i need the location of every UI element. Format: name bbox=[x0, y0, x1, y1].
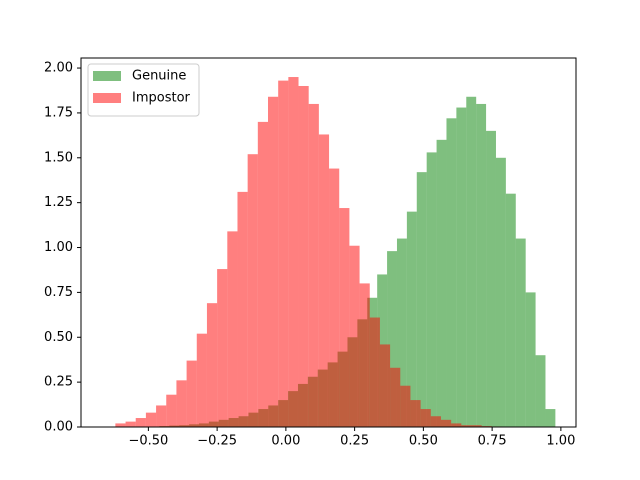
histogram-bar bbox=[440, 419, 452, 427]
histogram-bar bbox=[446, 118, 457, 428]
y-tick-label: 1.00 bbox=[44, 240, 73, 255]
histogram-bar bbox=[461, 425, 472, 427]
y-tick-label: 0.00 bbox=[44, 420, 73, 435]
histogram-bar bbox=[308, 103, 319, 427]
y-tick-label: 1.50 bbox=[44, 150, 73, 165]
legend-label: Genuine bbox=[132, 69, 186, 84]
histogram-bar bbox=[400, 385, 411, 427]
histogram-bar bbox=[237, 191, 248, 427]
histogram-bar bbox=[466, 96, 477, 427]
x-tick-label: 0.50 bbox=[409, 434, 438, 449]
histogram-bar bbox=[505, 193, 516, 427]
histogram-bar bbox=[318, 134, 330, 427]
histogram-bar bbox=[369, 317, 380, 427]
histogram-bar bbox=[495, 157, 506, 427]
x-tick-label: 0.25 bbox=[340, 434, 369, 449]
histogram-bar bbox=[406, 211, 417, 427]
histogram-bar bbox=[339, 208, 350, 427]
histogram-bar bbox=[268, 96, 279, 427]
histogram-bar bbox=[525, 292, 536, 427]
histogram-bar bbox=[186, 360, 197, 427]
histogram-bar bbox=[515, 238, 526, 427]
histogram-bar bbox=[176, 380, 187, 427]
y-tick-label: 2.00 bbox=[44, 61, 73, 76]
x-tick-label: 1.00 bbox=[546, 434, 575, 449]
y-tick-label: 0.50 bbox=[44, 330, 73, 345]
legend-swatch bbox=[93, 93, 121, 103]
histogram-bar bbox=[426, 152, 437, 428]
histogram-bar bbox=[430, 416, 441, 427]
x-tick-label: 0.00 bbox=[271, 434, 300, 449]
histogram-bar bbox=[486, 130, 496, 427]
histogram-bar bbox=[379, 344, 391, 427]
histogram-bar bbox=[545, 409, 556, 427]
histogram-bar bbox=[135, 418, 146, 427]
legend-swatch bbox=[93, 71, 121, 81]
x-tick-label: −0.50 bbox=[128, 434, 168, 449]
histogram-bar bbox=[288, 77, 299, 427]
histogram-bar bbox=[329, 168, 340, 427]
histogram-bar bbox=[471, 425, 482, 427]
histogram-bar bbox=[436, 139, 447, 428]
histogram-bar bbox=[145, 412, 157, 427]
histogram-bar bbox=[227, 231, 238, 427]
histogram-bar bbox=[451, 423, 462, 427]
histogram-bar bbox=[476, 103, 487, 427]
histogram-bar bbox=[125, 421, 136, 427]
histogram-bar bbox=[166, 394, 177, 427]
histogram-bar bbox=[206, 303, 218, 427]
histogram-bar bbox=[278, 80, 289, 427]
y-tick-label: 0.75 bbox=[44, 285, 73, 300]
x-tick-label: −0.25 bbox=[197, 434, 237, 449]
histogram-bar bbox=[156, 405, 167, 427]
histogram-bar bbox=[456, 107, 467, 427]
histogram-bar bbox=[390, 367, 401, 427]
histogram-bar bbox=[396, 238, 407, 427]
y-tick-label: 1.75 bbox=[44, 105, 73, 120]
histogram-bar bbox=[349, 245, 360, 427]
histogram-bar bbox=[217, 269, 228, 427]
histogram-bar bbox=[298, 85, 309, 428]
histogram-bar bbox=[257, 121, 268, 427]
histogram-bar bbox=[410, 400, 421, 427]
y-tick-label: 1.25 bbox=[44, 195, 73, 210]
histogram-bar bbox=[359, 283, 370, 427]
x-tick-label: 0.75 bbox=[478, 434, 507, 449]
histogram-bar bbox=[196, 333, 207, 427]
histogram-bar bbox=[420, 409, 431, 427]
histogram-bar bbox=[247, 154, 258, 428]
histogram-bar bbox=[416, 172, 427, 427]
histogram-bar bbox=[387, 251, 397, 427]
histogram-bar bbox=[115, 423, 126, 427]
legend-label: Impostor bbox=[132, 91, 191, 106]
y-tick-label: 0.25 bbox=[44, 375, 73, 390]
plot-frame bbox=[80, 57, 577, 428]
histogram-bar bbox=[535, 355, 546, 427]
